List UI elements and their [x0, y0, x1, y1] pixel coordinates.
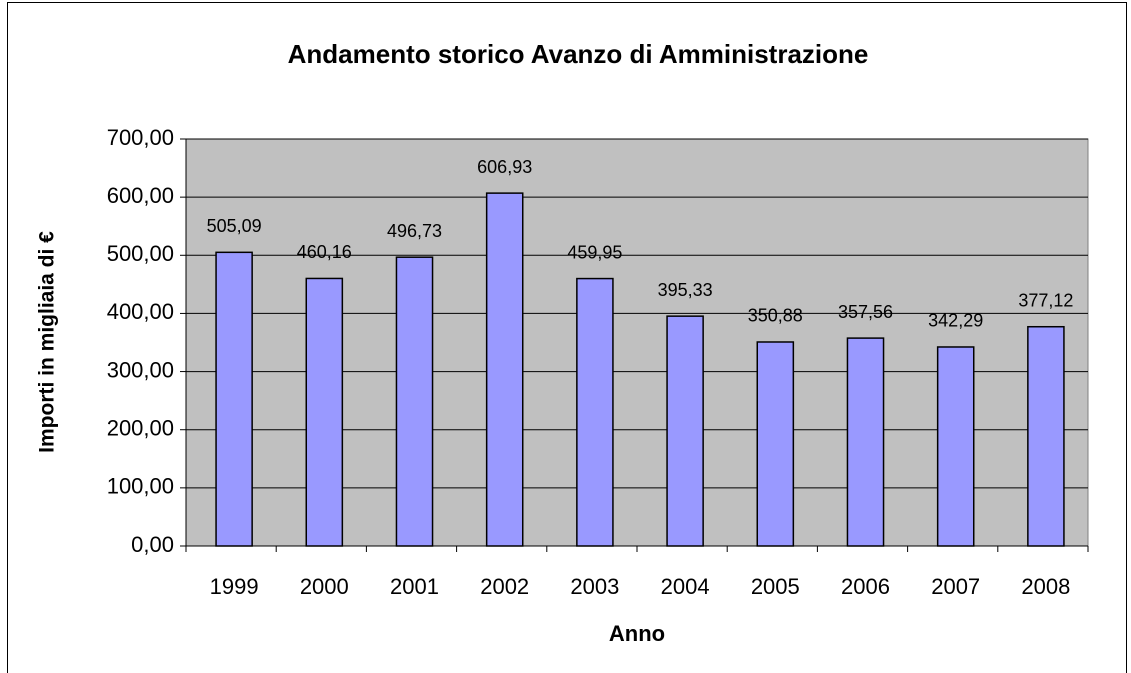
bar	[936, 346, 975, 547]
y-tick-label: 0,00	[131, 532, 174, 557]
y-tick-label: 300,00	[107, 357, 174, 382]
x-tick-label: 2008	[1021, 574, 1070, 599]
x-tick-label: 2003	[570, 574, 619, 599]
bar	[576, 277, 614, 547]
value-label: 459,95	[567, 242, 622, 262]
bar	[846, 337, 885, 547]
bar	[215, 251, 253, 547]
value-label: 357,56	[838, 302, 893, 322]
x-tick-label: 2002	[480, 574, 529, 599]
x-axis-label: Anno	[609, 621, 665, 646]
y-tick-label: 100,00	[107, 474, 174, 499]
value-label: 606,93	[477, 157, 532, 177]
value-label: 395,33	[658, 280, 713, 300]
bar	[1027, 325, 1065, 547]
y-tick-label: 700,00	[107, 125, 174, 150]
y-tick-label: 500,00	[107, 241, 174, 266]
x-tick-label: 2001	[390, 574, 439, 599]
bar	[305, 277, 344, 547]
x-tick-label: 2000	[300, 574, 349, 599]
chart-title: Andamento storico Avanzo di Amministrazi…	[288, 39, 869, 69]
y-tick-label: 400,00	[107, 299, 174, 324]
value-label: 505,09	[207, 216, 262, 236]
x-tick-label: 2007	[931, 574, 980, 599]
bar	[756, 341, 795, 547]
value-label: 350,88	[748, 306, 803, 326]
value-label: 377,12	[1018, 290, 1073, 310]
y-tick-label: 200,00	[107, 416, 174, 441]
value-label: 496,73	[387, 221, 442, 241]
y-tick-label: 600,00	[107, 183, 174, 208]
bar	[485, 192, 524, 547]
bar	[666, 315, 704, 547]
x-tick-label: 2006	[841, 574, 890, 599]
value-label: 460,16	[297, 242, 352, 262]
x-tick-label: 2004	[661, 574, 710, 599]
value-label: 342,29	[928, 311, 983, 331]
x-tick-label: 1999	[210, 574, 259, 599]
x-tick-label: 2005	[751, 574, 800, 599]
bar	[395, 256, 434, 547]
y-axis-label: Importi in migliaia di €	[36, 231, 59, 453]
